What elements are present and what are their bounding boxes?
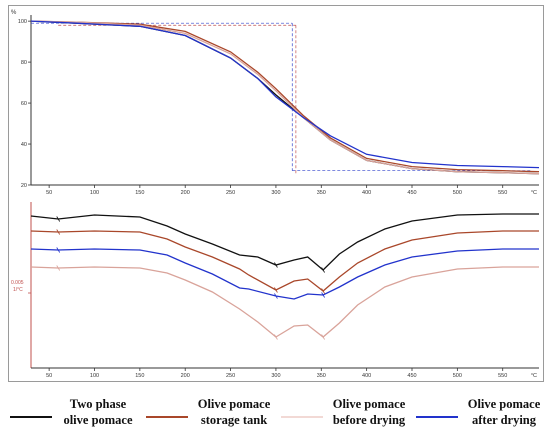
dtg-marker-olive-pomace-before-drying xyxy=(321,334,325,340)
tga-y-axis-label: % xyxy=(11,10,17,16)
dtg-x-axis-label: °C xyxy=(531,373,537,379)
tga-y-tick-label: 40 xyxy=(21,142,27,148)
dtg-y-axis-label: 1/°C xyxy=(13,287,23,293)
tga-x-tick-label: 500 xyxy=(453,190,462,196)
legend-label-storage-tank-2: storage tank xyxy=(200,413,268,427)
tga-x-tick-label: 350 xyxy=(317,190,326,196)
tga-y-tick-label: 20 xyxy=(21,183,27,189)
legend-swatch-storage-tank xyxy=(146,416,188,418)
dtg-x-tick-label: 100 xyxy=(90,373,99,379)
dtg-marker-olive-pomace-after-drying xyxy=(56,247,61,253)
chart-frame: % 100 80 60 40 20 50 100 150 200 250 300 350 400 450 50… xyxy=(8,5,544,382)
dtg-marker-two-phase-olive-pomace xyxy=(274,262,278,268)
dtg-marker-olive-pomace-after-drying xyxy=(274,293,278,299)
tga-x-tick-label: 550 xyxy=(498,190,507,196)
legend-label-two-phase-1: Two phase xyxy=(69,397,127,411)
legend-label-after-drying-2: after drying xyxy=(472,413,536,427)
dtg-x-tick-label: 150 xyxy=(135,373,144,379)
dtg-scale-label: 0.005 xyxy=(11,280,24,286)
legend-label-after-drying-1: Olive pomace xyxy=(467,397,541,411)
tga-x-tick-label: 400 xyxy=(362,190,371,196)
legend-item-after-drying: Olive pomace after drying xyxy=(416,392,550,436)
dtg-x-tick-label: 250 xyxy=(226,373,235,379)
legend-label-storage-tank-1: Olive pomace xyxy=(197,397,271,411)
tga-x-tick-label: 50 xyxy=(46,190,52,196)
dtg-x-tick-label: 400 xyxy=(362,373,371,379)
dtg-marker-olive-pomace-storage-tank xyxy=(321,288,325,294)
tga-x-tick-label: 450 xyxy=(407,190,416,196)
tga-x-tick-label: 300 xyxy=(271,190,280,196)
legend-label-two-phase-2: olive pomace xyxy=(63,413,133,427)
dtg-x-tick-label: 50 xyxy=(46,373,52,379)
dtg-x-tick-label: 350 xyxy=(317,373,326,379)
legend-label-before-drying-1: Olive pomace xyxy=(332,397,406,411)
tga-x-tick-label: 100 xyxy=(90,190,99,196)
dtg-x-tick-label: 550 xyxy=(498,373,507,379)
dtg-marker-olive-pomace-storage-tank xyxy=(56,229,61,235)
legend-swatch-two-phase xyxy=(10,416,52,418)
dtg-marker-olive-pomace-after-drying xyxy=(321,292,325,298)
dtg-marker-two-phase-olive-pomace xyxy=(56,216,61,222)
legend-swatch-after-drying xyxy=(416,416,458,418)
dtg-x-tick-label: 300 xyxy=(271,373,280,379)
legend-swatch-before-drying xyxy=(281,416,323,418)
dtg-x-tick-label: 500 xyxy=(453,373,462,379)
tga-x-axis-label: °C xyxy=(531,190,537,196)
dtg-marker-olive-pomace-before-drying xyxy=(274,334,278,340)
legend-item-two-phase: Two phase olive pomace xyxy=(10,392,145,436)
legend-item-before-drying: Olive pomace before drying xyxy=(281,392,416,436)
tga-x-tick-label: 200 xyxy=(181,190,190,196)
tga-y-tick-label: 60 xyxy=(21,101,27,107)
tga-x-tick-label: 250 xyxy=(226,190,235,196)
tga-y-tick-label: 100 xyxy=(18,19,27,25)
dtg-line-olive-pomace-storage-tank xyxy=(30,230,539,292)
tga-line-olive-pomace-after-drying xyxy=(30,20,540,169)
dtg-line-olive-pomace-before-drying xyxy=(30,266,539,338)
dtg-line-olive-pomace-after-drying xyxy=(30,248,539,300)
legend-item-storage-tank: Olive pomace storage tank xyxy=(146,392,281,436)
dtg-marker-olive-pomace-before-drying xyxy=(56,265,61,271)
legend: Two phase olive pomace Olive pomace stor… xyxy=(0,392,550,439)
dtg-marker-two-phase-olive-pomace xyxy=(321,267,325,273)
tga-line-olive-pomace-storage-tank xyxy=(30,20,540,173)
dtg-marker-olive-pomace-storage-tank xyxy=(274,287,278,293)
tga-x-tick-label: 150 xyxy=(135,190,144,196)
legend-label-before-drying-2: before drying xyxy=(332,413,406,427)
tga-line-olive-pomace-before-drying xyxy=(30,20,540,175)
dtg-x-tick-label: 450 xyxy=(407,373,416,379)
dtg-line-two-phase-olive-pomace xyxy=(30,213,539,271)
tga-y-tick-label: 80 xyxy=(21,60,27,66)
dtg-x-tick-label: 200 xyxy=(181,373,190,379)
